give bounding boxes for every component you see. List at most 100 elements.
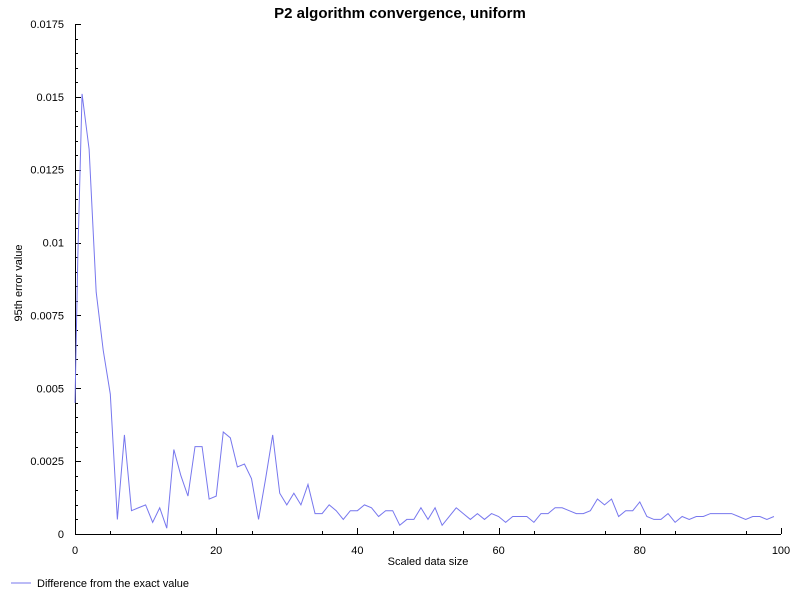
data-point — [329, 504, 330, 505]
data-point — [484, 519, 485, 520]
data-point — [265, 478, 266, 479]
data-point — [364, 504, 365, 505]
data-point — [512, 516, 513, 517]
data-point — [392, 510, 393, 511]
data-point — [470, 519, 471, 520]
data-point — [738, 516, 739, 517]
legend: Difference from the exact value — [11, 578, 189, 590]
data-point — [81, 93, 82, 94]
data-point — [216, 496, 217, 497]
data-point — [696, 516, 697, 517]
y-tick-label: 0.0125 — [30, 165, 64, 177]
data-point — [569, 510, 570, 511]
data-point — [399, 525, 400, 526]
data-point — [293, 493, 294, 494]
x-tick-label: 20 — [210, 545, 222, 557]
y-tick-label: 0.0025 — [30, 456, 64, 468]
data-point — [124, 434, 125, 435]
data-point — [138, 507, 139, 508]
data-point — [689, 519, 690, 520]
data-point — [209, 498, 210, 499]
x-tick-label: 0 — [72, 545, 78, 557]
data-point — [752, 516, 753, 517]
data-point — [710, 513, 711, 514]
data-point — [745, 519, 746, 520]
data-point — [343, 519, 344, 520]
legend-label: Difference from the exact value — [37, 578, 189, 590]
data-point — [660, 519, 661, 520]
data-point — [322, 513, 323, 514]
data-point — [110, 394, 111, 395]
data-point — [279, 493, 280, 494]
data-point — [371, 507, 372, 508]
x-ticks: 0 20 40 60 80 100 — [72, 528, 790, 557]
data-point — [526, 516, 527, 517]
data-point — [456, 507, 457, 508]
chart-title: P2 algorithm convergence, uniform — [274, 5, 526, 22]
y-tick-label: 0.0175 — [30, 19, 64, 31]
data-point — [675, 522, 676, 523]
data-point — [759, 516, 760, 517]
data-point — [498, 516, 499, 517]
data-point — [420, 507, 421, 508]
data-point — [491, 513, 492, 514]
data-point — [103, 350, 104, 351]
data-point — [385, 510, 386, 511]
data-point — [77, 257, 78, 258]
y-ticks: 0 0.0025 0.005 0.0075 0.01 0.0125 0.015 0.0175 — [30, 19, 81, 541]
data-point — [442, 525, 443, 526]
data-point — [583, 513, 584, 514]
series-line — [74, 93, 775, 529]
data-point — [237, 466, 238, 467]
y-axis-label: 95th error value — [13, 244, 25, 321]
x-axis-label: Scaled data size — [388, 556, 469, 568]
plot-area: 0 20 40 60 80 100 0 0.0025 0.005 0.0075 0.01 0.012… — [30, 19, 790, 557]
data-point — [314, 513, 315, 514]
data-point — [505, 522, 506, 523]
data-point — [597, 498, 598, 499]
data-point — [357, 510, 358, 511]
data-point — [639, 501, 640, 502]
data-point — [187, 496, 188, 497]
y-tick-label: 0.005 — [36, 383, 64, 395]
data-point — [519, 516, 520, 517]
data-point — [632, 510, 633, 511]
y-tick-label: 0.0075 — [30, 310, 64, 322]
data-point — [590, 510, 591, 511]
data-point — [646, 516, 647, 517]
data-point — [540, 513, 541, 514]
data-point — [413, 519, 414, 520]
data-point — [117, 519, 118, 520]
data-point — [477, 513, 478, 514]
data-point — [427, 519, 428, 520]
data-point — [724, 513, 725, 514]
data-point — [300, 504, 301, 505]
data-point — [463, 513, 464, 514]
data-point — [703, 516, 704, 517]
data-point — [194, 446, 195, 447]
data-point — [145, 504, 146, 505]
data-point — [667, 513, 668, 514]
data-point — [618, 516, 619, 517]
y-tick-label: 0.015 — [36, 92, 64, 104]
data-point — [576, 513, 577, 514]
data-point — [223, 431, 224, 432]
data-point — [350, 510, 351, 511]
data-point — [180, 475, 181, 476]
data-point — [230, 437, 231, 438]
data-point — [731, 513, 732, 514]
data-point — [604, 504, 605, 505]
data-point — [547, 513, 548, 514]
data-point — [74, 402, 75, 403]
y-tick-label: 0 — [58, 529, 64, 541]
data-point — [554, 507, 555, 508]
data-point — [336, 510, 337, 511]
data-point — [286, 504, 287, 505]
data-point — [625, 510, 626, 511]
data-point — [251, 478, 252, 479]
x-tick-label: 40 — [351, 545, 363, 557]
series-layer — [74, 93, 775, 529]
data-point — [166, 528, 167, 529]
data-point — [449, 516, 450, 517]
data-point — [717, 513, 718, 514]
